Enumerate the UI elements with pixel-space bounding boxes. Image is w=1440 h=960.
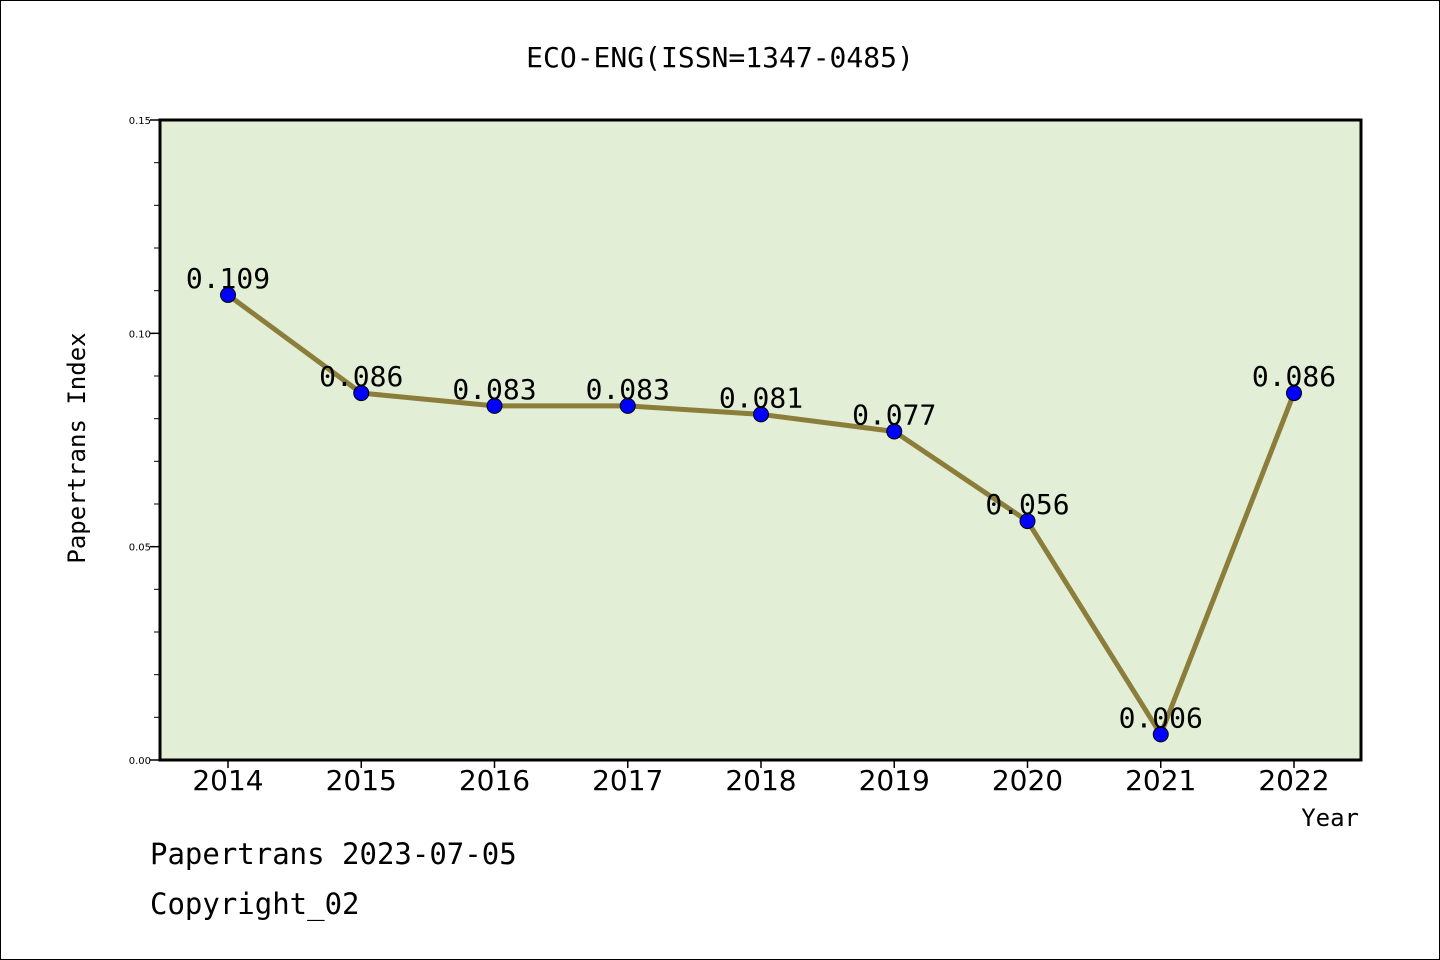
x-tick-label: 2018 xyxy=(725,764,796,797)
data-labels: 0.109 0.086 0.083 0.083 0.081 0.077 0.056 0.006… xyxy=(186,262,1336,734)
data-point xyxy=(1152,726,1169,743)
chart-title: ECO-ENG(ISSN=1347-0485) xyxy=(526,41,914,74)
data-label: 0.086 xyxy=(1252,360,1336,393)
footer-date: Papertrans 2023-07-05 xyxy=(150,837,517,871)
data-point xyxy=(220,286,236,303)
data-point xyxy=(353,385,370,402)
data-label: 0.081 xyxy=(719,381,803,414)
y-tick-label: 0.10 xyxy=(129,329,151,340)
x-tick-label: 2020 xyxy=(992,764,1063,797)
data-point xyxy=(1019,513,1036,530)
data-label: 0.086 xyxy=(319,360,403,393)
x-axis-label: Year xyxy=(1301,804,1359,832)
data-point xyxy=(619,397,636,414)
data-point xyxy=(1286,385,1302,402)
plot-area xyxy=(158,118,1363,762)
data-label: 0.006 xyxy=(1119,701,1203,734)
x-tick-label: 2017 xyxy=(592,764,663,797)
footer-copyright: Copyright_02 xyxy=(150,887,360,922)
data-label: 0.056 xyxy=(985,488,1069,521)
x-tick-label: 2014 xyxy=(192,764,263,797)
y-tick-label: 0.00 xyxy=(129,756,151,767)
y-tick-label: 0.15 xyxy=(129,116,151,127)
x-tick-label: 2016 xyxy=(459,764,530,797)
x-tick-label: 2022 xyxy=(1258,764,1329,797)
data-point xyxy=(886,423,903,440)
data-label: 0.109 xyxy=(186,262,270,295)
y-axis-label: Papertrans Index xyxy=(63,332,91,563)
y-tick-label: 0.05 xyxy=(129,543,151,554)
x-tick-label: 2015 xyxy=(326,764,397,797)
data-point xyxy=(753,406,769,423)
data-label: 0.083 xyxy=(452,373,536,406)
x-axis: 2014 2015 2016 2017 2018 2019 2020 2021 2022 xyxy=(192,760,1330,797)
x-tick-label: 2019 xyxy=(859,764,930,797)
data-point xyxy=(486,397,503,414)
data-label: 0.083 xyxy=(586,373,670,406)
y-axis: 0.00 0.05 0.10 0.15 xyxy=(129,116,160,767)
data-label: 0.077 xyxy=(852,398,936,431)
data-points xyxy=(220,286,1302,743)
x-tick-label: 2021 xyxy=(1125,764,1196,797)
